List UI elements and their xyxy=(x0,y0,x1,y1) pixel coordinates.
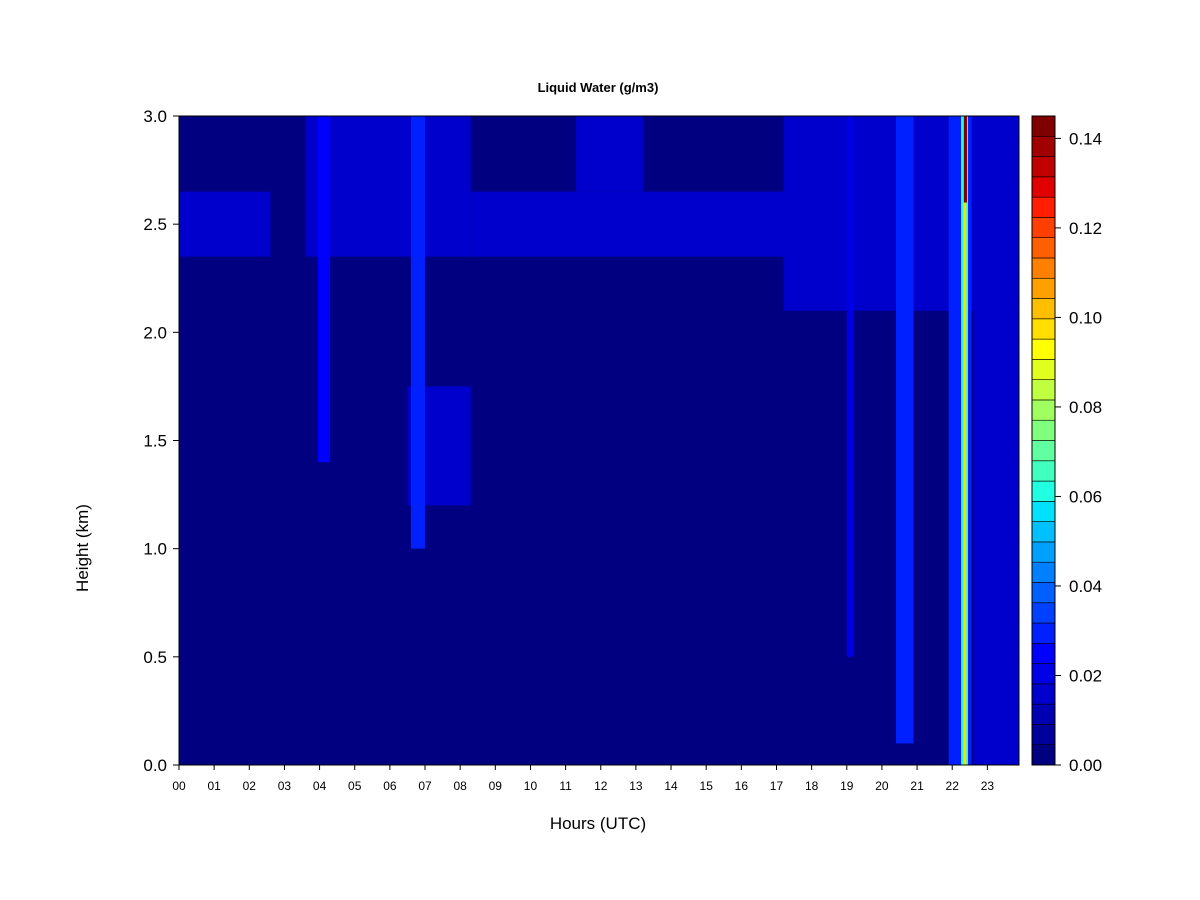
x-tick-label: 14 xyxy=(664,779,678,793)
x-tick-label: 18 xyxy=(805,779,819,793)
x-tick-label: 05 xyxy=(348,779,362,793)
colorbar-tick-label: 0.06 xyxy=(1069,487,1102,506)
colorbar-swatch xyxy=(1031,379,1056,401)
colorbar-swatch xyxy=(1031,440,1056,462)
x-tick-label: 07 xyxy=(418,779,432,793)
colorbar-tick-label: 0.14 xyxy=(1069,129,1102,148)
colorbar-tick-label: 0.02 xyxy=(1069,666,1102,685)
colorbar-swatch xyxy=(1031,419,1056,441)
x-tick-label: 02 xyxy=(243,779,257,793)
x-tick-label: 03 xyxy=(278,779,292,793)
colorbar-swatch xyxy=(1031,501,1056,522)
colorbar-swatch xyxy=(1031,582,1056,604)
y-tick-label: 3.0 xyxy=(143,107,167,126)
colorbar-swatch xyxy=(1031,318,1056,340)
colorbar-swatch xyxy=(1031,135,1056,157)
colorbar-swatch xyxy=(1031,176,1056,198)
colorbar-swatch xyxy=(1031,622,1056,644)
colorbar-swatch xyxy=(1031,338,1056,360)
y-tick-label: 1.5 xyxy=(143,432,167,451)
colorbar-swatch xyxy=(1031,257,1056,279)
x-axis-label: Hours (UTC) xyxy=(550,814,646,833)
heatmap-cell xyxy=(470,191,784,257)
x-tick-label: 06 xyxy=(383,779,397,793)
heatmap-cell xyxy=(305,116,471,257)
x-tick-label: 13 xyxy=(629,779,643,793)
x-tick-label: 21 xyxy=(910,779,924,793)
heatmap-area xyxy=(179,116,1019,765)
colorbar-swatch xyxy=(1031,115,1056,137)
colorbar-frame xyxy=(1031,115,1056,766)
colorbar-swatch xyxy=(1031,460,1056,482)
y-axis-label: Height (km) xyxy=(73,504,92,592)
heatmap-cell xyxy=(963,116,967,203)
x-tick-label: 00 xyxy=(172,779,186,793)
colorbar-swatch xyxy=(1031,724,1056,746)
colorbar-swatch xyxy=(1031,602,1056,624)
colorbar-swatch xyxy=(1031,744,1056,766)
colorbar-swatch xyxy=(1031,521,1056,543)
colorbar-swatch xyxy=(1031,298,1056,320)
x-tick-label: 04 xyxy=(313,779,327,793)
colorbar-swatch xyxy=(1031,561,1056,583)
heatmap-cell xyxy=(973,116,1019,765)
x-tick-label: 15 xyxy=(700,779,714,793)
x-tick-label: 10 xyxy=(524,779,538,793)
y-tick-label: 2.0 xyxy=(143,323,167,342)
x-tick-label: 20 xyxy=(875,779,889,793)
heatmap-cell xyxy=(410,116,426,549)
colorbar-swatch xyxy=(1031,643,1056,664)
colorbar-swatch xyxy=(1031,541,1056,563)
y-tick-label: 0.0 xyxy=(143,756,167,775)
colorbar: 0.00 0.02 0.04 0.06 0.08 0.10 0.12 0.14 xyxy=(1031,115,1102,775)
heatmap-cell xyxy=(179,191,271,257)
x-tick-label: 01 xyxy=(207,779,221,793)
colorbar-swatch xyxy=(1031,196,1056,218)
colorbar-tick-label: 0.08 xyxy=(1069,398,1102,417)
colorbar-swatch xyxy=(1031,277,1056,299)
x-tick-label: 12 xyxy=(594,779,608,793)
x-tick-label: 11 xyxy=(559,779,572,793)
x-tick-label: 17 xyxy=(770,779,784,793)
heatmap-cell xyxy=(846,116,854,657)
colorbar-tick-label: 0.10 xyxy=(1069,308,1102,327)
colorbar-swatch xyxy=(1031,359,1056,380)
colorbar-swatch xyxy=(1031,217,1056,238)
colorbar-tick-label: 0.00 xyxy=(1069,756,1102,775)
chart-title: Liquid Water (g/m3) xyxy=(538,80,659,95)
x-tick-label: 16 xyxy=(735,779,749,793)
heatmap-cell xyxy=(963,116,967,765)
colorbar-swatch xyxy=(1031,683,1056,705)
colorbar-swatch xyxy=(1031,480,1056,502)
heatmap-cell xyxy=(317,116,331,463)
colorbar-tick-label: 0.04 xyxy=(1069,577,1102,596)
x-tick-label: 22 xyxy=(946,779,960,793)
y-axis: 0.0 0.5 1.0 1.5 2.0 2.5 3.0 xyxy=(143,107,179,775)
x-axis: 00 01 02 03 04 05 06 07 08 09 10 11 12 13 14 15 16 17 18 19… xyxy=(172,765,994,793)
heatmap-cell xyxy=(576,116,643,192)
colorbar-swatch xyxy=(1031,156,1056,178)
colorbar-tick-label: 0.12 xyxy=(1069,219,1102,238)
x-tick-label: 19 xyxy=(840,779,854,793)
colorbar-swatch xyxy=(1031,237,1056,259)
heatmap-cell xyxy=(948,116,972,765)
colorbar-swatch xyxy=(1031,703,1056,725)
colorbar-swatch xyxy=(1031,399,1056,421)
y-tick-label: 0.5 xyxy=(143,648,167,667)
colorbar-swatch xyxy=(1031,663,1056,685)
heatmap-cell xyxy=(895,116,914,744)
x-tick-label: 23 xyxy=(981,779,995,793)
y-tick-label: 2.5 xyxy=(143,215,167,234)
x-tick-label: 09 xyxy=(489,779,503,793)
y-tick-label: 1.0 xyxy=(143,540,167,559)
x-tick-label: 08 xyxy=(453,779,467,793)
